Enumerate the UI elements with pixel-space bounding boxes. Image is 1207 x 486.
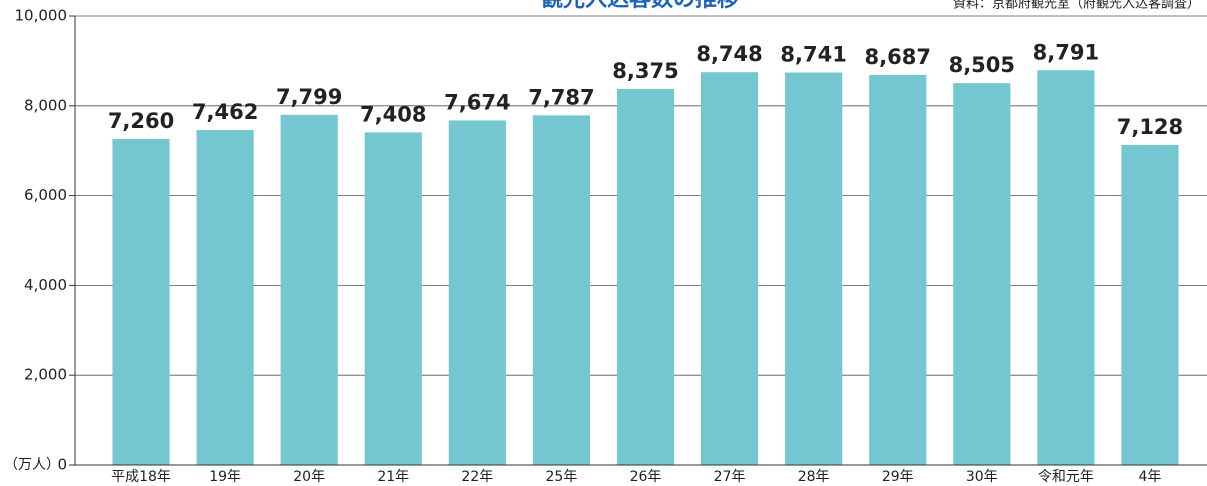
bar bbox=[953, 83, 1010, 465]
y-tick-label: 8,000 bbox=[24, 96, 67, 114]
value-label: 8,791 bbox=[1033, 40, 1099, 64]
unit-label: （万人） bbox=[4, 457, 60, 473]
bar bbox=[197, 130, 254, 465]
bar bbox=[785, 73, 842, 465]
x-tick-label: 26年 bbox=[630, 469, 662, 485]
x-tick-label: 22年 bbox=[461, 469, 493, 485]
x-tick-label: 4年 bbox=[1139, 469, 1162, 485]
x-tick-label: 25年 bbox=[546, 469, 578, 485]
value-label: 8,748 bbox=[696, 42, 762, 66]
y-tick-label: 0 bbox=[57, 456, 67, 474]
value-label: 8,687 bbox=[865, 45, 931, 69]
x-tick-label: 19年 bbox=[209, 469, 241, 485]
x-tick-label: 平成18年 bbox=[111, 469, 171, 485]
bar bbox=[701, 72, 758, 465]
chart-title: 観光入込客数の推移 bbox=[541, 0, 739, 12]
value-label: 7,799 bbox=[276, 85, 342, 109]
x-tick-label: 21年 bbox=[377, 469, 409, 485]
bar bbox=[112, 139, 169, 465]
bar bbox=[281, 115, 338, 465]
x-tick-label: 30年 bbox=[966, 469, 998, 485]
value-label: 7,260 bbox=[108, 109, 174, 133]
bar bbox=[365, 132, 422, 465]
bar bbox=[617, 89, 674, 465]
x-tick-label: 20年 bbox=[293, 469, 325, 485]
chart: 観光入込客数の推移 資料：京都府観光室（府観光入込客調査） （万人） 0 2,00… bbox=[0, 0, 1207, 486]
x-tick-label: 令和元年 bbox=[1038, 469, 1094, 485]
bar bbox=[533, 115, 590, 465]
x-tick-label: 27年 bbox=[714, 469, 746, 485]
value-label: 7,128 bbox=[1117, 115, 1183, 139]
bar bbox=[1121, 145, 1178, 465]
value-label: 7,408 bbox=[360, 102, 426, 126]
value-label: 8,505 bbox=[949, 53, 1015, 77]
value-label: 7,787 bbox=[528, 85, 594, 109]
value-label: 7,674 bbox=[444, 90, 510, 114]
bar bbox=[1037, 70, 1094, 465]
y-tick-label: 2,000 bbox=[24, 366, 67, 384]
x-tick-label: 29年 bbox=[882, 469, 914, 485]
y-tick-label: 10,000 bbox=[15, 7, 68, 25]
y-tick-label: 6,000 bbox=[24, 186, 67, 204]
bar bbox=[869, 75, 926, 465]
x-tick-label: 28年 bbox=[798, 469, 830, 485]
value-label: 8,375 bbox=[612, 59, 678, 83]
source-note: 資料：京都府観光室（府観光入込客調査） bbox=[953, 0, 1200, 12]
value-label: 8,741 bbox=[780, 43, 846, 67]
bar bbox=[449, 120, 506, 465]
value-label: 7,462 bbox=[192, 100, 258, 124]
y-tick-label: 4,000 bbox=[24, 276, 67, 294]
